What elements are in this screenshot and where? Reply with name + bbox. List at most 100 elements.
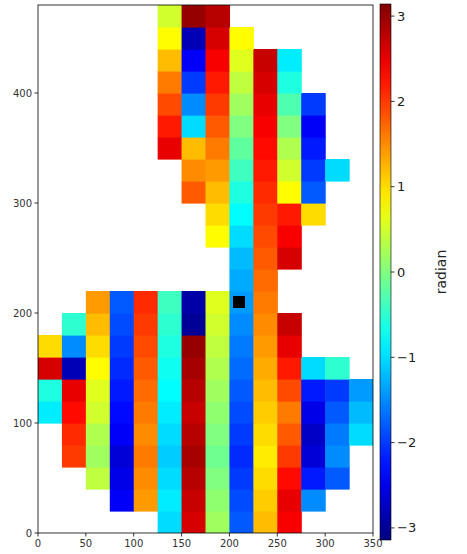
cell xyxy=(229,335,254,358)
cell xyxy=(229,225,254,248)
cell xyxy=(62,357,87,380)
cell xyxy=(182,401,207,424)
x-tick xyxy=(277,533,278,537)
cell xyxy=(62,313,87,336)
cell xyxy=(158,93,183,116)
cell xyxy=(158,357,183,380)
colorbar-tick-label: 1 xyxy=(397,179,405,194)
cell xyxy=(253,357,278,380)
cell xyxy=(301,137,326,160)
cell xyxy=(110,445,135,468)
cell xyxy=(110,467,135,490)
cell xyxy=(134,379,159,402)
cell xyxy=(158,291,183,314)
cell xyxy=(134,445,159,468)
cell xyxy=(206,511,231,533)
cell xyxy=(301,115,326,138)
cell xyxy=(182,93,207,116)
cell xyxy=(277,181,302,204)
cell xyxy=(158,49,183,72)
cell xyxy=(134,401,159,424)
y-tick-label: 100 xyxy=(13,418,32,429)
x-tick-label: 300 xyxy=(316,538,335,549)
cell xyxy=(206,49,231,72)
cell xyxy=(253,511,278,533)
cell xyxy=(229,489,254,512)
cell xyxy=(110,291,135,314)
cell xyxy=(158,467,183,490)
cell xyxy=(277,159,302,182)
cell xyxy=(325,401,350,424)
cell xyxy=(277,247,302,270)
y-tick-label: 200 xyxy=(13,308,32,319)
cell xyxy=(253,247,278,270)
cell xyxy=(301,357,326,380)
cell xyxy=(206,357,231,380)
y-tick-label: 400 xyxy=(13,88,32,99)
cell xyxy=(206,489,231,512)
cell xyxy=(229,423,254,446)
cell xyxy=(86,357,111,380)
cell xyxy=(110,401,135,424)
cell xyxy=(349,423,373,446)
cell xyxy=(182,423,207,446)
cell xyxy=(206,203,231,226)
cell xyxy=(253,137,278,160)
cell xyxy=(229,49,254,72)
cell xyxy=(206,93,231,116)
cell xyxy=(301,93,326,116)
x-tick xyxy=(38,533,39,537)
cell xyxy=(277,511,302,533)
cell xyxy=(182,49,207,72)
cell xyxy=(206,27,231,50)
cell xyxy=(325,445,350,468)
cell xyxy=(158,27,183,50)
colorbar-tick-label: −3 xyxy=(397,520,416,535)
cell xyxy=(134,357,159,380)
cell xyxy=(206,137,231,160)
cell xyxy=(158,5,183,28)
cell xyxy=(277,489,302,512)
cell xyxy=(253,49,278,72)
cell xyxy=(277,313,302,336)
cell xyxy=(62,445,87,468)
cell xyxy=(134,467,159,490)
cell xyxy=(229,357,254,380)
cell xyxy=(277,93,302,116)
cell xyxy=(277,423,302,446)
cell xyxy=(110,357,135,380)
colorbar-tick xyxy=(391,272,395,273)
y-tick xyxy=(35,423,39,424)
x-tick-label: 0 xyxy=(35,538,41,549)
colorbar-tick xyxy=(391,16,395,17)
cell xyxy=(253,313,278,336)
cell xyxy=(277,357,302,380)
cell xyxy=(229,401,254,424)
cell xyxy=(110,489,135,512)
y-tick-label: 0 xyxy=(26,528,32,539)
cell xyxy=(182,445,207,468)
cell xyxy=(253,401,278,424)
cell xyxy=(206,115,231,138)
cell xyxy=(229,445,254,468)
cell xyxy=(253,335,278,358)
cell xyxy=(229,247,254,270)
x-tick xyxy=(181,533,182,537)
cell xyxy=(277,137,302,160)
cell xyxy=(229,71,254,94)
cell xyxy=(110,379,135,402)
cell xyxy=(277,49,302,72)
cell xyxy=(134,423,159,446)
cell xyxy=(301,445,326,468)
cell xyxy=(277,335,302,358)
x-tick-label: 50 xyxy=(79,538,92,549)
x-tick-label: 100 xyxy=(124,538,143,549)
cell xyxy=(86,423,111,446)
colorbar-tick-label: 2 xyxy=(397,94,405,109)
cell xyxy=(206,71,231,94)
cell xyxy=(158,445,183,468)
cell xyxy=(110,335,135,358)
cell xyxy=(253,115,278,138)
cell xyxy=(253,379,278,402)
cell xyxy=(182,71,207,94)
